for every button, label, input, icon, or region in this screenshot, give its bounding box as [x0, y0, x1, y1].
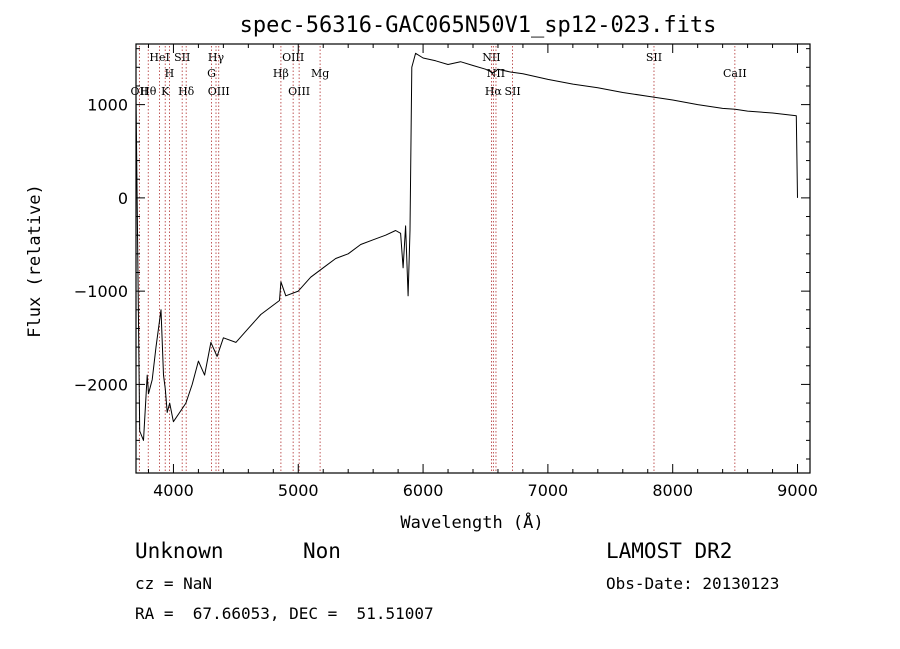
redshift-cz: cz = NaN [135, 574, 213, 593]
x-tick-label: 5000 [278, 481, 319, 500]
object-class: Unknown [135, 539, 224, 563]
axis-ticks: 4000 5000 6000 7000 8000 9000 −2000 −1000 0 1000 [74, 44, 818, 500]
spectral-line-label: SII [646, 51, 662, 64]
spectral-line-label: H [165, 67, 175, 80]
series-layer [135, 52, 798, 441]
spectral-line-label: K [161, 85, 170, 98]
y-tick-label: −1000 [74, 282, 128, 301]
chart-title: spec-56316-GAC065N50V1_sp12-023.fits [240, 13, 717, 38]
spectral-line-label: Hδ [178, 85, 195, 98]
spectral-line-label: Hθ [140, 85, 157, 98]
spectral-line-label: Hβ [273, 67, 289, 80]
x-tick-label: 9000 [777, 481, 818, 500]
spectral-line-label: SII [174, 51, 190, 64]
x-tick-label: 8000 [652, 481, 693, 500]
spectral-line-label: OIII [282, 51, 304, 64]
spectral-line-label: CaII [723, 67, 747, 80]
spectral-line-label: G [207, 67, 216, 80]
spectral-line-label: SII [504, 85, 520, 98]
spectral-line-label: OIII [208, 85, 230, 98]
x-tick-label: 4000 [153, 481, 194, 500]
spectral-line-label: Hγ [208, 51, 225, 64]
y-tick-label: 1000 [87, 96, 128, 115]
plot-frame [135, 43, 811, 474]
spectral-line-label: OIII [288, 85, 310, 98]
spectral-line-label: OII [131, 85, 149, 98]
observation-date: Obs-Date: 20130123 [606, 574, 780, 593]
spectral-line-label: NII [487, 67, 505, 80]
y-tick-label: 0 [118, 189, 128, 208]
x-tick-label: 6000 [403, 481, 444, 500]
y-tick-label: −2000 [74, 375, 128, 394]
x-axis-label: Wavelength (Å) [400, 511, 543, 533]
y-axis-label: Flux (relative) [25, 184, 45, 338]
spectral-line-label: NII [482, 51, 500, 64]
survey-name: LAMOST DR2 [606, 539, 733, 563]
spectral-line-label: Mg [311, 67, 329, 80]
coordinates: RA = 67.66053, DEC = 51.51007 [135, 604, 434, 623]
spectral-line-label: HeI [149, 51, 169, 64]
object-subclass: Non [303, 539, 341, 563]
x-tick-label: 7000 [528, 481, 569, 500]
spectrum-series-line [135, 52, 798, 441]
spectral-line-label: Hα [485, 85, 503, 98]
